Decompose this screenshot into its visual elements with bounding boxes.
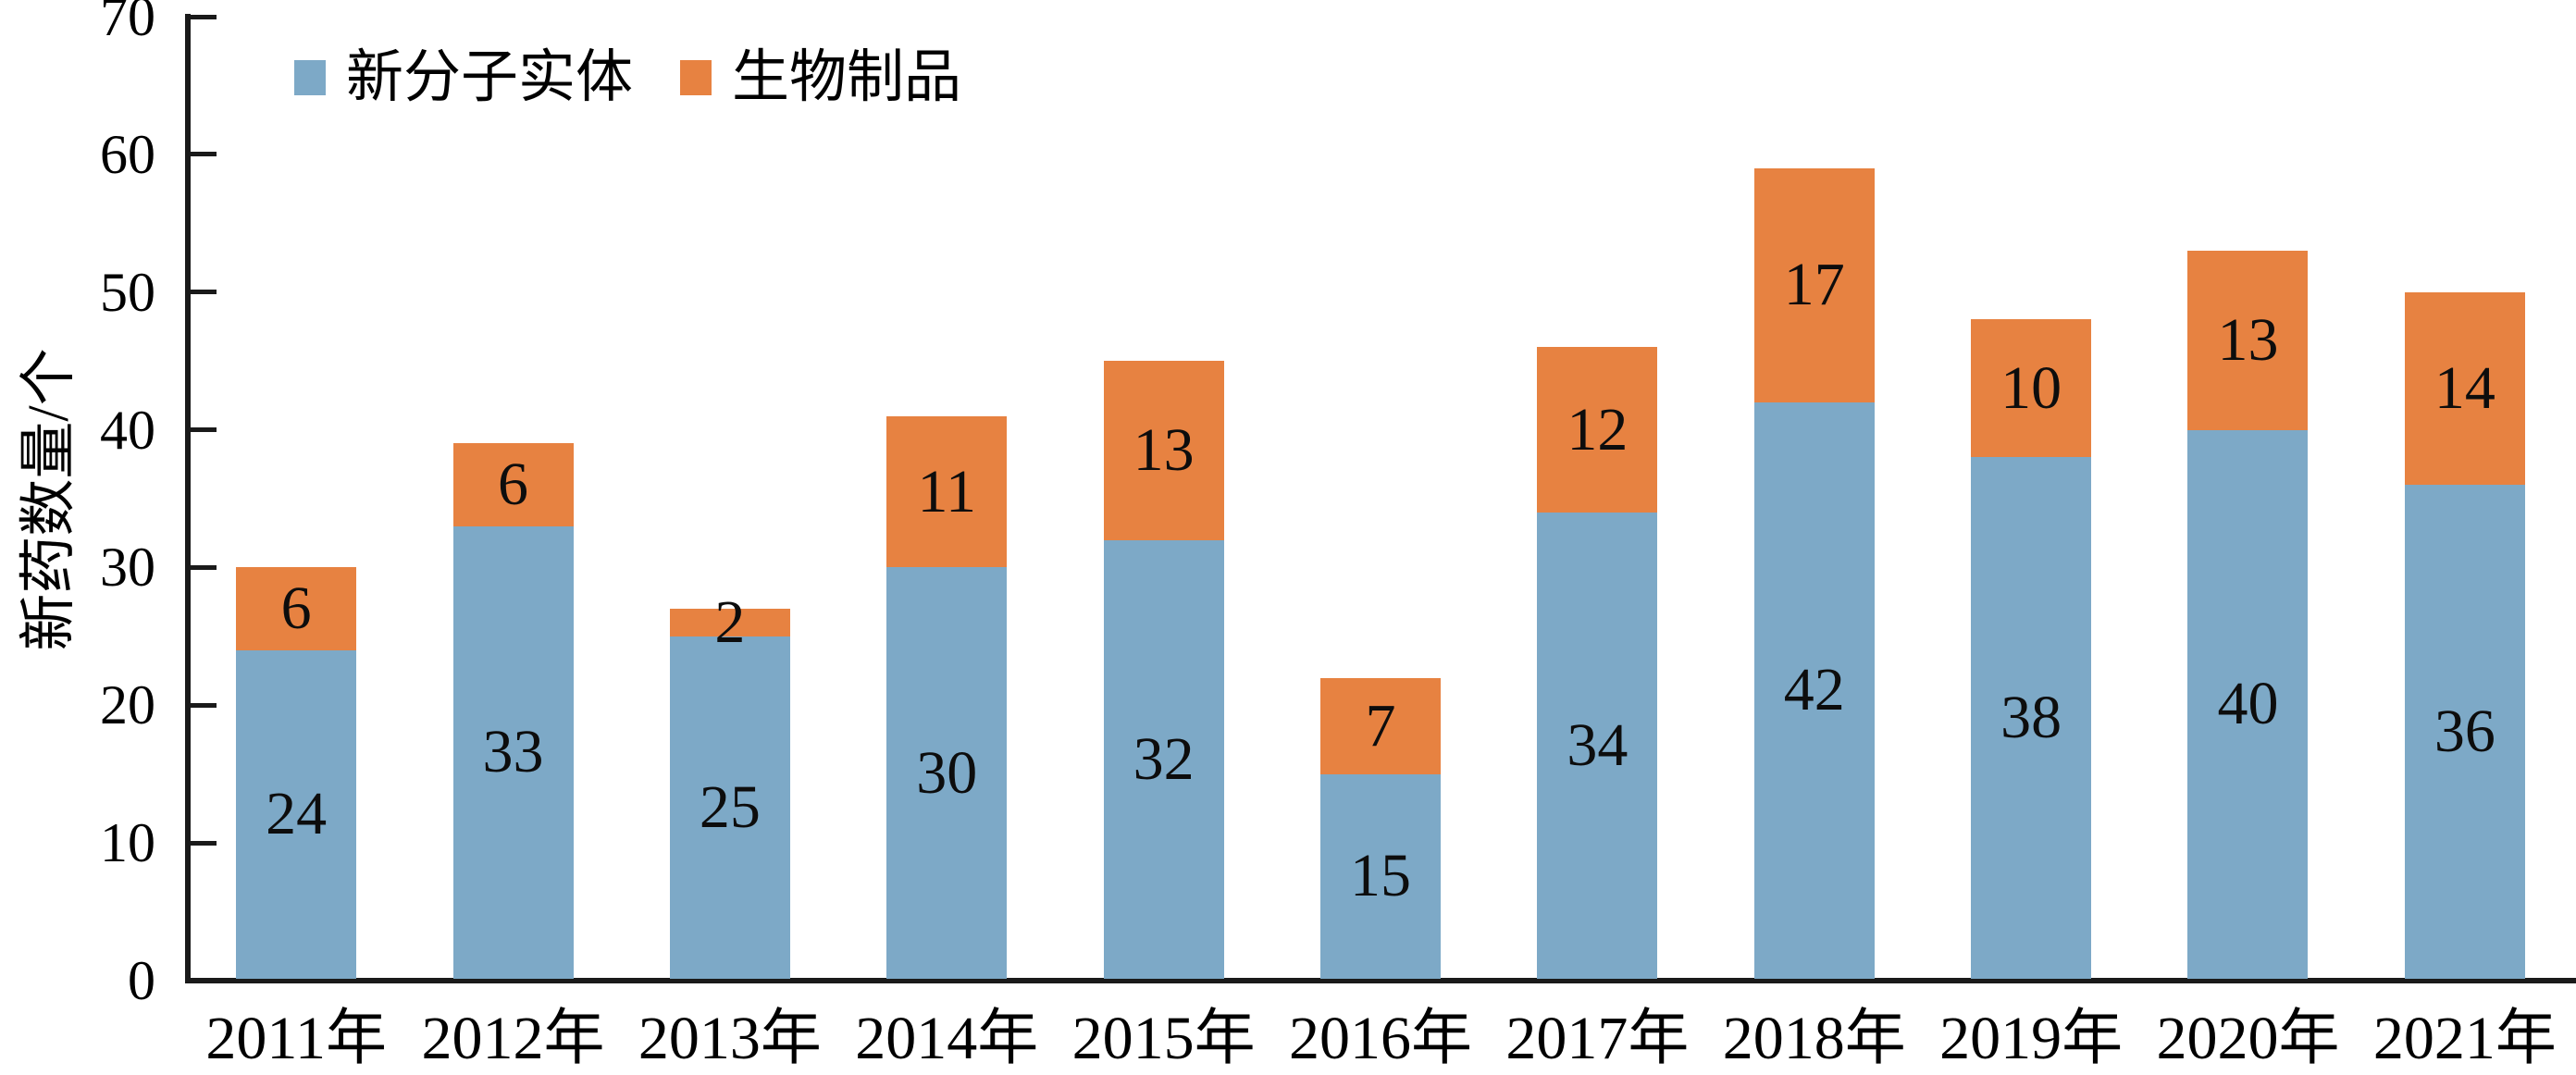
bar-segment-2015-bio: 13 [1103,361,1224,540]
y-tick-mark [191,702,217,708]
bar-segment-2016-nme: 15 [1320,773,1441,979]
bar-segment-2012-nme: 33 [452,525,574,979]
legend-swatch-new-molecular-entity-icon [294,60,326,95]
bar-value-2021-bio: 14 [2434,353,2496,422]
y-tick-label: 10 [100,812,155,874]
bar-segment-2013-bio: 2 [669,591,790,652]
y-tick-label: 50 [100,261,155,323]
x-category-label: 2021年 [2372,1005,2557,1072]
x-category-label: 2020年 [2156,1005,2340,1072]
bar-segment-2019-nme: 38 [1971,457,2092,979]
bar-value-2017-bio: 12 [1567,395,1629,463]
bar-value-2018-bio: 17 [1783,251,1845,319]
y-tick-label: 60 [100,123,155,185]
bar-segment-2017-nme: 34 [1537,512,1658,979]
bar-value-2013-bio: 2 [714,587,746,656]
bar-segment-2014-bio: 11 [886,415,1008,568]
bar-value-2014-nme: 30 [916,738,978,807]
bar-segment-2021-bio: 14 [2404,291,2525,486]
legend-item-new-molecular-entity: 新分子实体 [294,43,633,113]
bar-value-2015-bio: 13 [1133,415,1195,484]
bar-segment-2020-nme: 40 [2187,429,2309,979]
bar-segment-2017-bio: 12 [1537,347,1658,513]
legend-label-biologics: 生物制品 [732,46,962,109]
x-category-label: 2017年 [1505,1005,1690,1072]
bar-segment-2019-bio: 10 [1971,319,2092,458]
bar-value-2012-bio: 6 [498,451,529,519]
y-tick-label: 20 [100,674,155,736]
x-category-label: 2018年 [1722,1005,1906,1072]
y-tick-mark [191,290,217,295]
y-tick-label: 30 [100,537,155,599]
bar-value-2016-nme: 15 [1350,842,1411,910]
x-category-label: 2016年 [1289,1005,1472,1072]
x-category-label: 2012年 [421,1005,605,1072]
bar-value-2014-bio: 11 [917,457,977,525]
x-category-label: 2015年 [1071,1005,1256,1072]
bar-segment-2018-nme: 42 [1753,402,1875,979]
bar-value-2011-nme: 24 [266,780,328,848]
y-tick-label: 0 [128,950,155,1011]
x-axis-line [185,978,2576,983]
y-tick-mark [191,152,217,157]
bar-segment-2016-bio: 7 [1320,677,1441,774]
legend-swatch-biologics-icon [680,60,712,95]
y-axis-title: 新药数量/个 [18,348,80,651]
bar-value-2019-nme: 38 [2000,684,2062,752]
y-tick-label: 40 [100,399,155,461]
x-category-label: 2014年 [855,1005,1039,1072]
bar-segment-2013-nme: 25 [669,636,790,979]
bar-value-2020-bio: 13 [2217,305,2279,374]
bar-value-2018-nme: 42 [1783,656,1845,724]
y-tick-mark [191,840,217,846]
legend-label-new-molecular-entity: 新分子实体 [346,46,634,109]
bar-value-2011-bio: 6 [280,575,312,643]
bar-value-2017-nme: 34 [1567,710,1629,779]
bar-segment-2014-nme: 30 [886,567,1008,979]
y-tick-mark [191,14,217,19]
x-category-label: 2011年 [205,1005,387,1072]
bar-segment-2012-bio: 6 [452,443,574,526]
y-axis-line [185,14,191,983]
bar-segment-2020-bio: 13 [2187,251,2309,430]
y-tick-mark [191,427,217,433]
bar-value-2020-nme: 40 [2217,670,2279,738]
y-tick-label: 70 [100,0,155,47]
bar-value-2012-nme: 33 [482,718,544,786]
x-category-label: 2019年 [1939,1005,2124,1072]
bar-value-2015-nme: 32 [1133,724,1195,793]
bar-segment-2021-nme: 36 [2404,485,2525,979]
bar-value-2013-nme: 25 [699,772,761,841]
bar-segment-2011-bio: 6 [236,567,357,650]
bar-segment-2018-bio: 17 [1753,167,1875,402]
legend-item-biologics: 生物制品 [680,43,961,113]
x-category-label: 2013年 [638,1005,822,1072]
y-tick-mark [191,564,217,570]
bar-segment-2015-nme: 32 [1103,539,1224,979]
bar-value-2016-bio: 7 [1365,691,1396,760]
bar-segment-2011-nme: 24 [236,649,357,979]
bar-value-2021-nme: 36 [2434,698,2496,766]
bar-value-2019-bio: 10 [2000,353,2062,422]
